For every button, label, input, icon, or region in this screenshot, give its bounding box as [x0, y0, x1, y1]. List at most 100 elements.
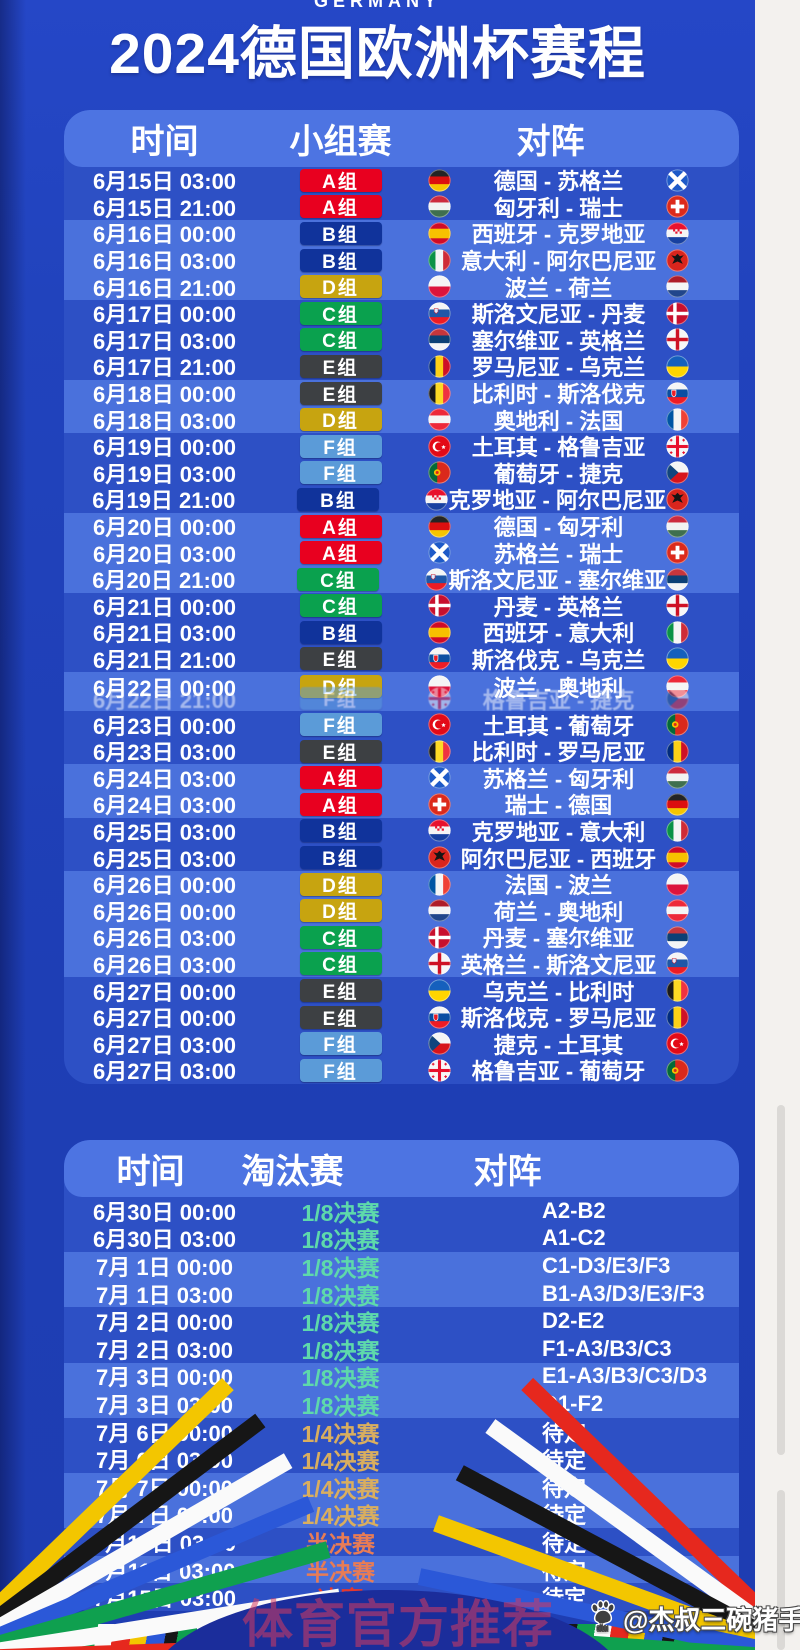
- knockout-header-row: 时间 淘汰赛 对阵: [64, 1140, 739, 1197]
- group-badge-cell: E组: [265, 979, 416, 1003]
- flag-turkey-icon: [666, 1032, 689, 1055]
- match-row: 6月21日 03:00 B组 西班牙 - 意大利: [64, 619, 739, 646]
- stage-label: 1/4决赛: [301, 1420, 380, 1447]
- flag-hungary-icon: [428, 195, 451, 219]
- match-time: 7月 2日 03:00: [96, 1337, 233, 1363]
- match-time: 6月21日 03:00: [92, 621, 237, 647]
- match-row: 6月18日 00:00 E组 比利时 - 斯洛伐克: [64, 379, 739, 407]
- matchup-text: 法国 - 波兰: [504, 873, 613, 899]
- match-time: 6月30日 03:00: [92, 1227, 237, 1253]
- stage-label: 1/8决赛: [301, 1227, 380, 1254]
- match-time: 7月 1日 00:00: [96, 1254, 233, 1280]
- flag-portugal-icon: [666, 1059, 689, 1082]
- match-time: 6月15日 03:00: [92, 169, 237, 195]
- group-badge-cell: A组: [265, 792, 416, 817]
- matchup-cell: 土耳其 - 格鲁吉亚: [416, 430, 739, 462]
- opponent-text: D1-F2: [542, 1390, 604, 1416]
- flag-poland-icon: [666, 873, 689, 896]
- opponent-text: F1-A3/B3/C3: [542, 1335, 672, 1361]
- matchup-cell: 丹麦 - 塞尔维亚: [416, 921, 739, 953]
- match-time: 6月26日 03:00: [92, 926, 237, 952]
- matchup-cell: 德国 - 匈牙利: [416, 510, 739, 542]
- match-row: 6月26日 00:00 D组 法国 - 波兰: [64, 868, 739, 900]
- stage-label: 1/8决赛: [301, 1310, 380, 1337]
- matchup-cell: 土耳其 - 葡萄牙: [416, 709, 739, 741]
- matchup-cell: 斯洛伐克 - 乌克兰: [416, 643, 739, 675]
- group-badge-cell: C组: [264, 567, 414, 592]
- flag-czech-icon: [666, 461, 689, 484]
- group-badge: B组: [299, 248, 382, 273]
- group-badge: C组: [299, 925, 382, 950]
- matchup-cell: 法国 - 波兰: [416, 868, 739, 900]
- matchup-cell: 英格兰 - 斯洛文尼亚: [416, 948, 739, 980]
- flag-georgia-icon: [428, 1059, 451, 1082]
- opponent-text: C1-D3/E3/F3: [542, 1252, 671, 1278]
- flag-france-icon: [666, 408, 689, 431]
- matchup-text: 捷克 - 土耳其: [493, 1032, 624, 1058]
- group-badge-cell: C组: [265, 925, 416, 950]
- matchup-text: 西班牙 - 意大利: [482, 621, 635, 647]
- flag-hungary-icon: [666, 514, 689, 538]
- match-time: 6月20日 21:00: [92, 568, 236, 594]
- right-side-strip: [755, 0, 800, 1650]
- matchup-cell: 匈牙利 - 瑞士: [416, 191, 739, 223]
- group-badge: F组: [299, 713, 382, 737]
- page-title: 2024德国欧洲杯赛程: [109, 22, 646, 86]
- matchup-cell: 斯洛文尼亚 - 丹麦: [416, 297, 739, 329]
- group-badge: E组: [299, 381, 382, 406]
- group-badge-cell: D组: [265, 899, 416, 923]
- matchup-text: 奥地利 - 法国: [493, 408, 624, 434]
- match-row: 6月25日 03:00 B组 阿尔巴尼亚 - 西班牙: [64, 844, 739, 872]
- flag-spain-icon: [428, 222, 451, 245]
- matchup-cell: 意大利 - 阿尔巴尼亚: [416, 244, 739, 276]
- group-badge: F组: [299, 687, 382, 711]
- flag-scotland-icon: [428, 541, 451, 564]
- credit-watermark: du @杰叔三碗猪手面: [588, 1600, 800, 1637]
- flag-hungary-icon: [666, 766, 689, 789]
- match-time: 6月19日 03:00: [92, 461, 237, 487]
- matchup-cell: 苏格兰 - 瑞士: [416, 537, 739, 569]
- matchup-text: 英格兰 - 斯洛文尼亚: [460, 952, 657, 978]
- match-row: 6月26日 03:00 C组 丹麦 - 塞尔维亚: [64, 924, 739, 951]
- matchup-cell: 苏格兰 - 匈牙利: [416, 762, 739, 794]
- scrollbar-thumb[interactable]: [777, 1490, 785, 1650]
- flag-germany-icon: [666, 793, 689, 816]
- flag-slovenia-icon: [666, 952, 689, 976]
- group-badge-cell: E组: [265, 381, 416, 406]
- match-time: 6月23日 03:00: [92, 740, 237, 766]
- group-badge-cell: C组: [265, 328, 416, 352]
- flag-belgium-icon: [428, 740, 451, 763]
- group-badge: B组: [299, 846, 382, 870]
- flag-georgia-icon: [666, 435, 689, 458]
- matchup-cell: 瑞士 - 德国: [416, 788, 739, 820]
- group-badge-cell: B组: [265, 221, 416, 246]
- match-time: 6月17日 21:00: [92, 355, 237, 381]
- group-badge-cell: B组: [265, 248, 416, 273]
- header-matchup: 对阵: [473, 1153, 542, 1191]
- flag-switzerland-icon: [666, 195, 689, 219]
- group-badge: C组: [297, 567, 380, 592]
- matchup-cell: 克罗地亚 - 阿尔巴尼亚: [413, 483, 739, 515]
- matchup-text: 格鲁吉亚 - 葡萄牙: [471, 1059, 646, 1084]
- match-time: 6月22日 00:00: [92, 675, 237, 701]
- group-badge: F组: [299, 1058, 382, 1083]
- scrollbar-thumb[interactable]: [777, 1105, 785, 1455]
- flag-scotland-icon: [428, 766, 451, 789]
- flag-serbia-icon: [666, 926, 689, 949]
- paw-du-label: du: [597, 1623, 608, 1633]
- flag-netherlands-icon: [666, 275, 689, 298]
- matchup-text: 波兰 - 奥地利: [493, 675, 624, 701]
- flag-england-icon: [666, 328, 689, 351]
- group-badge: D组: [299, 872, 382, 897]
- flag-albania-icon: [666, 248, 689, 272]
- flag-netherlands-icon: [428, 899, 451, 922]
- match-row: 6月22日 00:00 D组 波兰 - 奥地利 6月22日 21:00 F组 格…: [64, 672, 739, 713]
- flag-slovakia-icon: [428, 1005, 451, 1029]
- flag-romania-icon: [666, 740, 689, 763]
- matchup-text: 土耳其 - 格鲁吉亚: [471, 435, 646, 461]
- match-row: 6月23日 00:00 F组 土耳其 - 葡萄牙: [64, 709, 739, 741]
- match-time: 6月15日 21:00: [92, 195, 237, 221]
- flag-germany-icon: [428, 514, 451, 538]
- knockout-row: 7月 1日 00:00 1/8决赛 C1-D3/E3/F3: [64, 1252, 739, 1281]
- match-time: 6月21日 00:00: [92, 594, 237, 620]
